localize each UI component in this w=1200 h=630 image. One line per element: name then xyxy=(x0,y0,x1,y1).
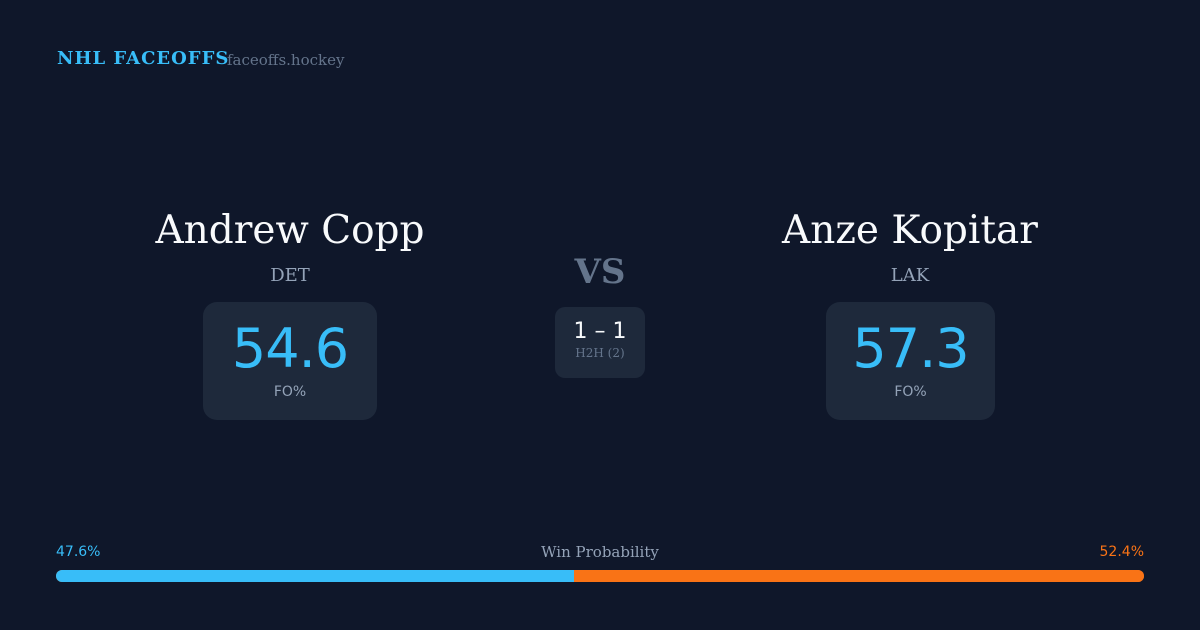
right-player: Anze Kopitar LAK xyxy=(700,205,1120,286)
left-fo-label: FO% xyxy=(273,384,307,400)
left-player: Andrew Copp DET xyxy=(80,205,500,286)
h2h-card: 1 – 1 H2H (2) xyxy=(555,307,645,378)
right-stat-card: 57.3 FO% xyxy=(826,302,995,420)
left-stat-card: 54.6 FO% xyxy=(203,302,377,420)
h2h-score: 1 – 1 xyxy=(573,319,627,344)
h2h-label: H2H (2) xyxy=(575,346,625,360)
right-fo-pct: 57.3 xyxy=(852,317,969,380)
left-win-prob: 47.6% xyxy=(56,544,101,560)
vs-label: VS xyxy=(574,252,626,292)
right-fo-label: FO% xyxy=(894,384,927,400)
left-player-name: Andrew Copp xyxy=(155,208,425,253)
win-prob-right-segment xyxy=(573,570,1144,582)
right-player-name: Anze Kopitar xyxy=(782,208,1038,253)
left-fo-pct: 54.6 xyxy=(231,317,349,380)
site-url: faceoffs.hockey xyxy=(227,51,345,69)
win-prob-bar xyxy=(56,570,1144,582)
win-prob-left-segment xyxy=(56,570,574,582)
brand-title: NHL FACEOFFS xyxy=(57,48,230,69)
right-win-prob: 52.4% xyxy=(1099,544,1144,560)
right-player-team: LAK xyxy=(890,265,930,286)
left-player-team: DET xyxy=(270,265,310,286)
win-prob-label: Win Probability xyxy=(541,543,659,561)
